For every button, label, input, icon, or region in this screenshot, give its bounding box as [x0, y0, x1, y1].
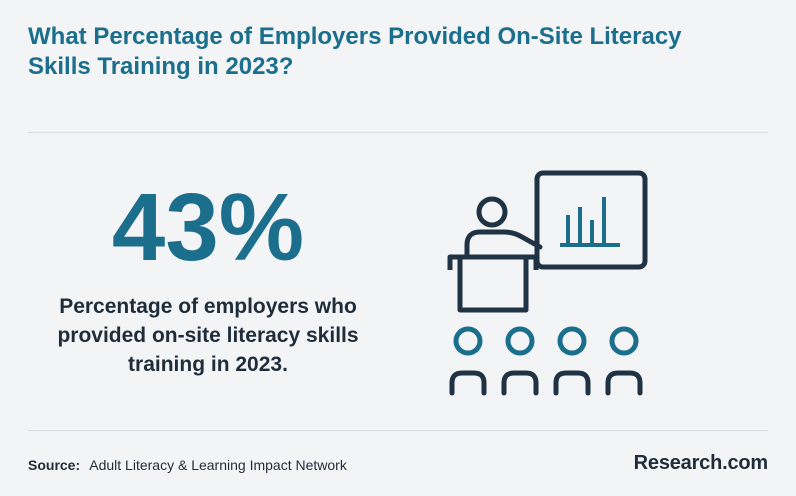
- source-line: Source: Adult Literacy & Learning Impact…: [28, 457, 347, 473]
- presenter-head-icon: [476, 196, 508, 228]
- podium-icon: [447, 254, 539, 313]
- page-title: What Percentage of Employers Provided On…: [28, 23, 682, 80]
- presentation-board-icon: [534, 170, 648, 270]
- divider-bottom: [28, 430, 768, 431]
- classroom-presentation-icon: [447, 170, 648, 396]
- audience-heads-icon: [453, 326, 639, 356]
- stat-value: 43%: [111, 174, 305, 281]
- presenter-body-icon: [464, 229, 543, 260]
- bar-chart-icon: [560, 197, 620, 247]
- source-label: Source:: [28, 457, 81, 473]
- source-text: Adult Literacy & Learning Impact Network: [89, 457, 347, 473]
- divider-top: [28, 132, 768, 133]
- stat-description: Percentage of employers who provided on-…: [57, 295, 359, 376]
- brand-logo[interactable]: Research.com: [633, 452, 769, 474]
- audience-bodies-icon: [449, 370, 643, 396]
